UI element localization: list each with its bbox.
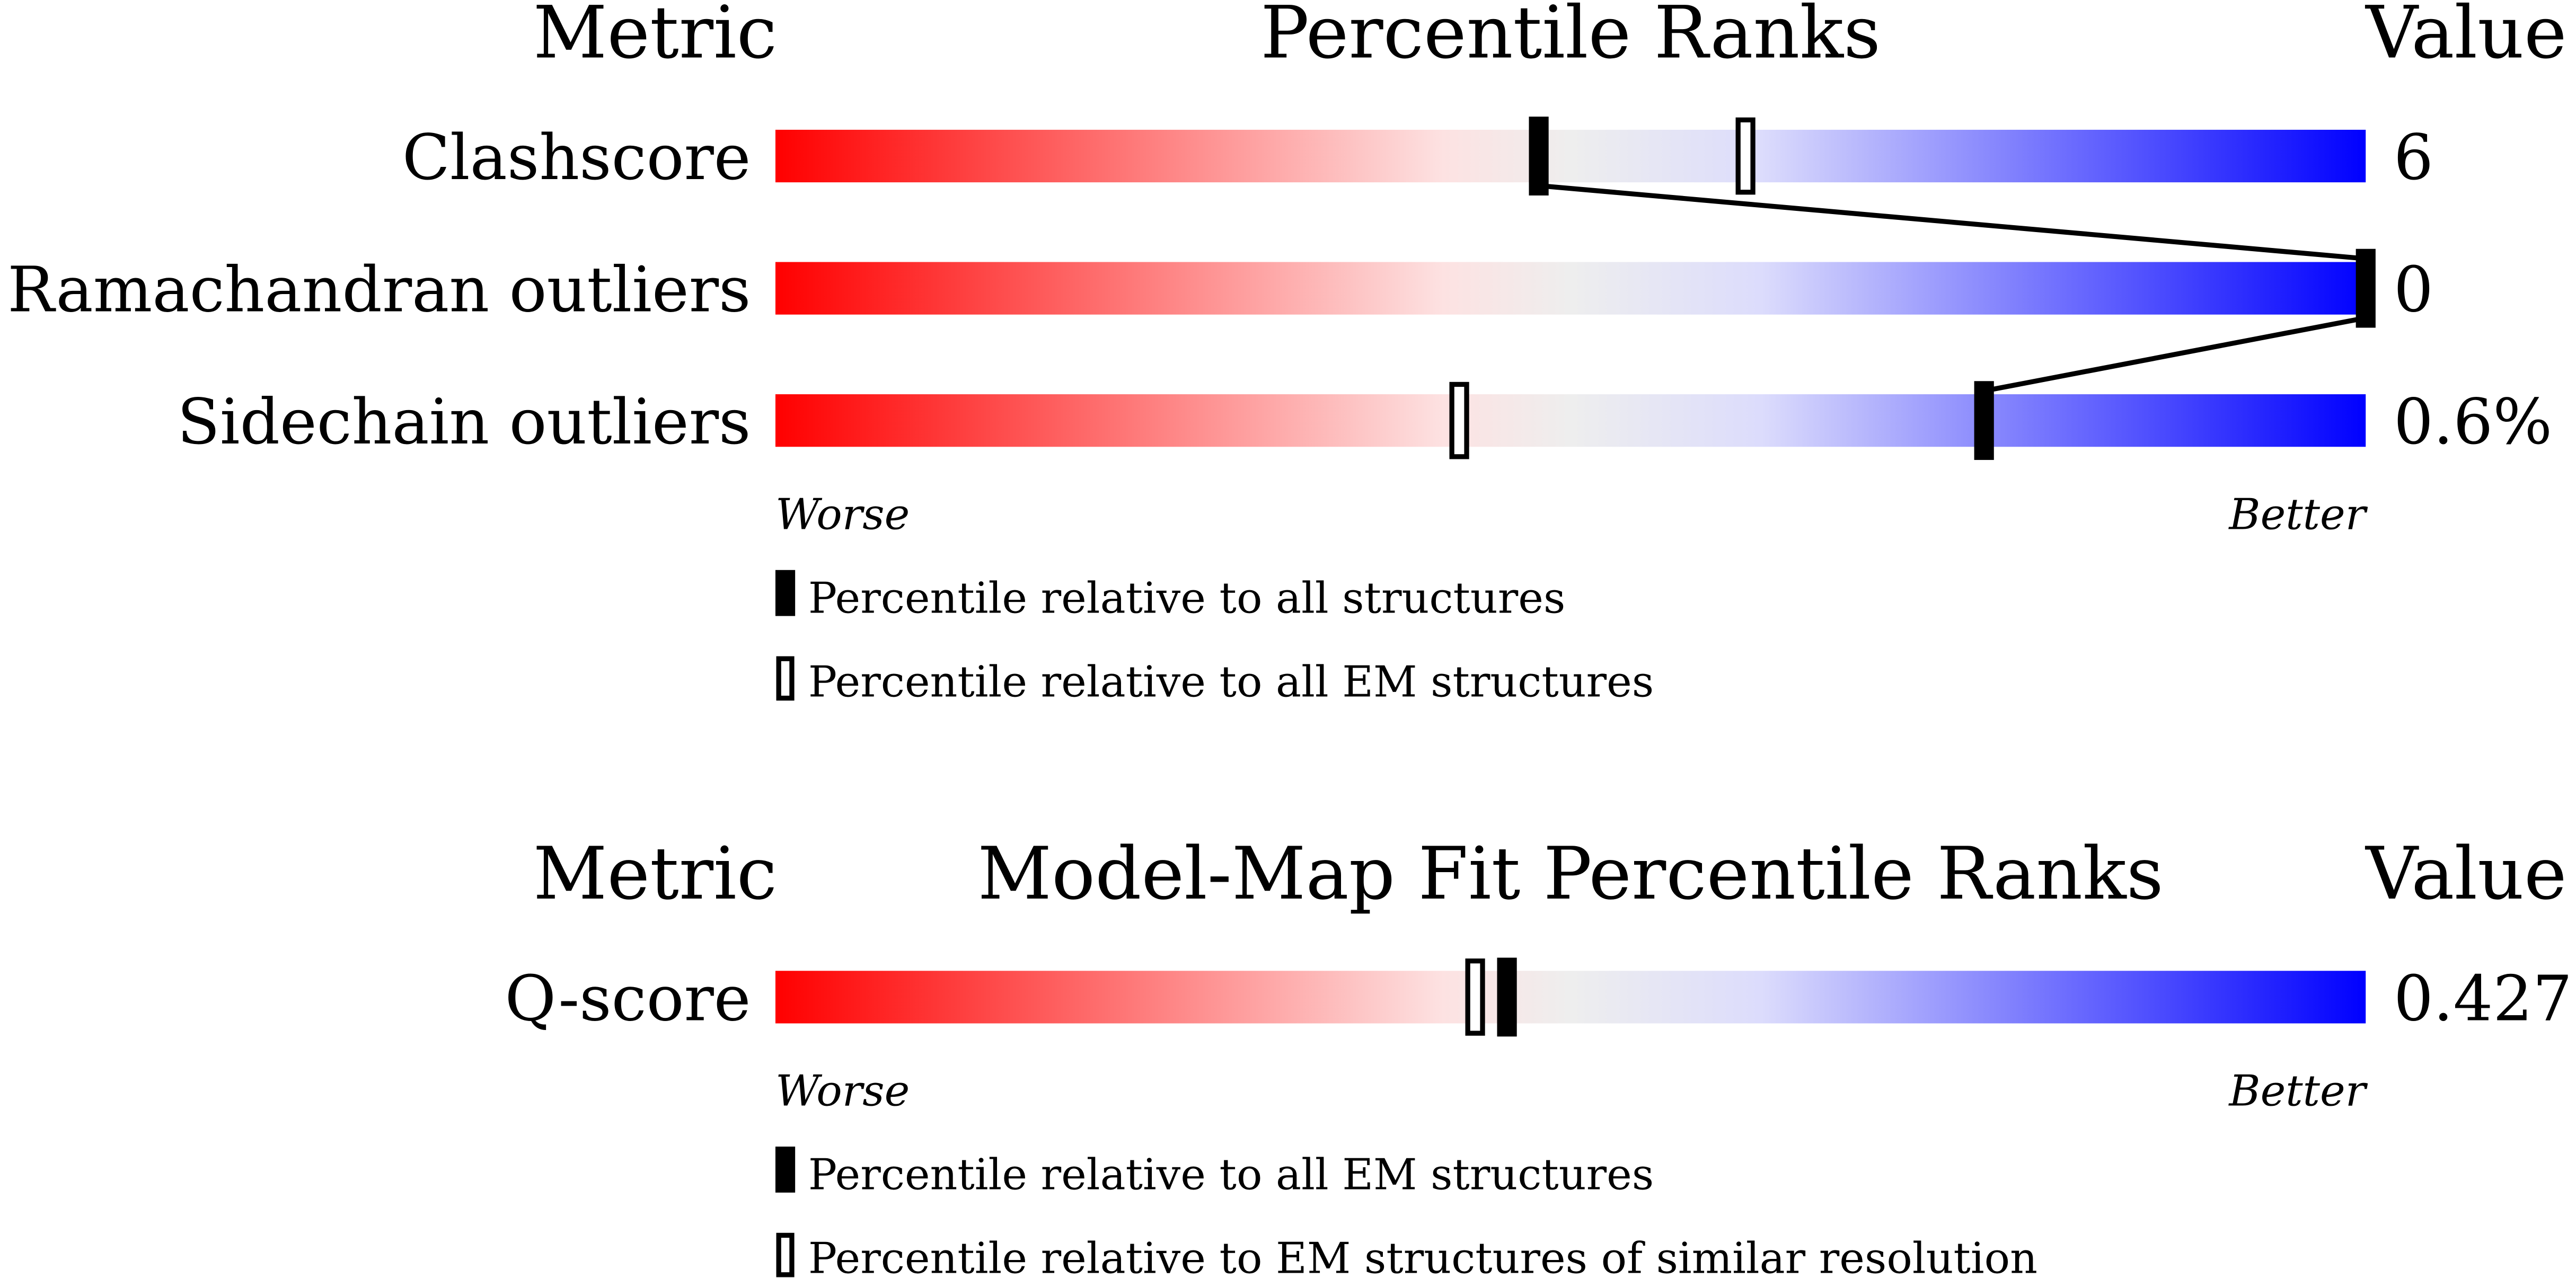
metric-label: Ramachandran outliers [7,253,751,326]
em-percentile-marker [1735,117,1755,195]
legend-open-marker [776,1232,795,1277]
metric-value: 0 [2394,253,2433,326]
better-label: Better [2228,1066,2368,1116]
panel-title: Percentile Ranks [1260,0,1881,75]
connector-line [1538,183,2366,261]
legend-open-text: Percentile relative to all EM structures [808,657,1654,707]
legend-filled-text: Percentile relative to all structures [808,573,1565,623]
metric-label: Sidechain outliers [177,386,751,458]
em-percentile-marker [1449,381,1469,459]
better-label: Better [2228,490,2368,539]
legend-filled-marker [775,1146,796,1193]
worse-label: Worse [775,1066,910,1116]
panel-title: Model-Map Fit Percentile Ranks [977,832,2163,916]
value-header: Value [2365,0,2566,75]
percentile-bar [775,394,2366,447]
legend-open-marker [776,656,795,701]
all-percentile-marker [1529,117,1549,196]
metric-value: 0.427 [2394,962,2572,1035]
percentile-bar [775,262,2366,315]
value-header: Value [2365,832,2566,916]
legend-open-text: Percentile relative to EM structures of … [808,1234,2037,1278]
metric-header: Metric [533,0,777,75]
metric-label: Q-score [505,962,751,1035]
worse-label: Worse [775,490,910,539]
metric-header: Metric [533,832,777,916]
legend-filled-text: Percentile relative to all EM structures [808,1150,1654,1200]
metric-value: 6 [2394,121,2433,194]
all-percentile-marker [1974,381,1994,460]
percentile-bar [775,971,2366,1024]
all-percentile-marker [2356,248,2376,328]
metric-label: Clashscore [402,121,751,194]
all-percentile-marker [1497,957,1517,1037]
connector-line [1983,315,2367,394]
metric-value: 0.6% [2394,386,2552,458]
percentile-bar [775,129,2366,183]
em-percentile-marker [1465,958,1485,1036]
legend-filled-marker [775,570,796,616]
